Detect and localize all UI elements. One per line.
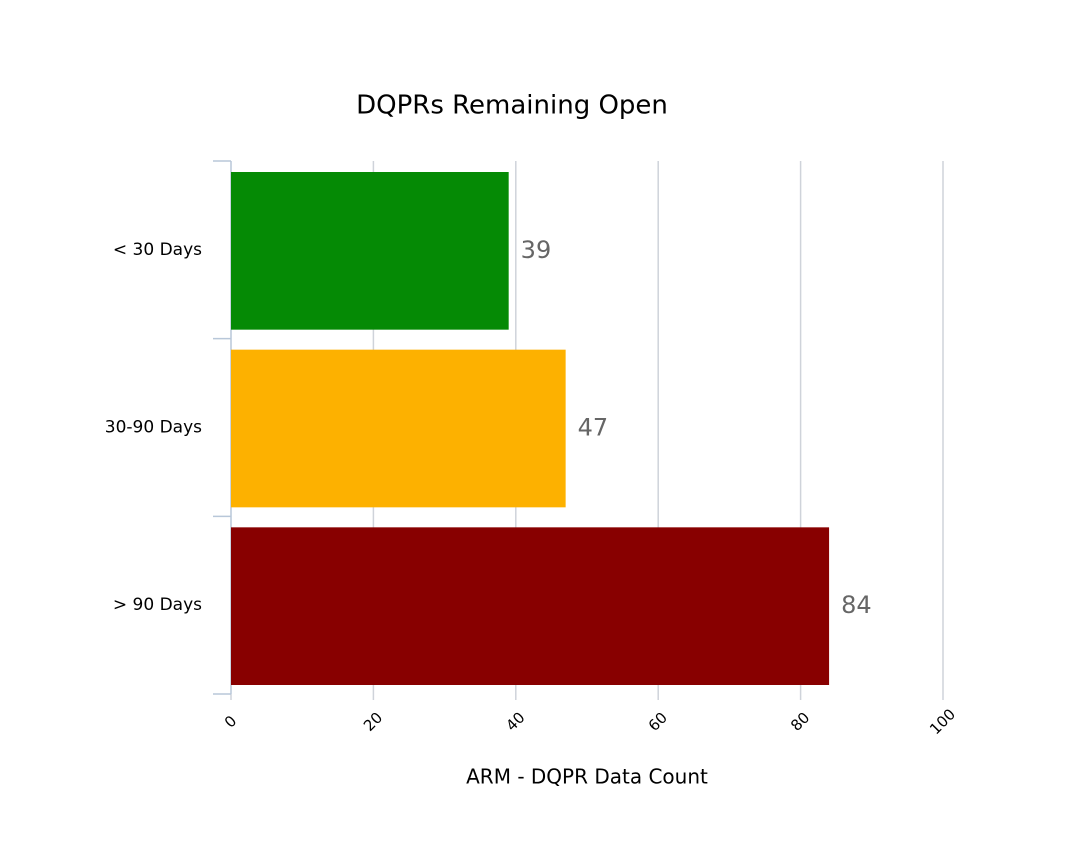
y-tick-label: > 90 Days <box>113 595 202 615</box>
x-tick-label: 80 <box>787 709 813 735</box>
x-tick-label: 0 <box>221 712 240 731</box>
value-label: 84 <box>841 591 872 619</box>
x-tick-label: 20 <box>360 709 386 735</box>
x-tick-label: 40 <box>502 709 528 735</box>
value-label: 39 <box>521 236 552 264</box>
x-tick-label: 60 <box>645 709 671 735</box>
bar <box>231 527 830 685</box>
x-axis-label: ARM - DQPR Data Count <box>466 765 708 789</box>
y-tick-label: < 30 Days <box>113 240 202 260</box>
chart-title: DQPRs Remaining Open <box>356 91 668 121</box>
y-tick-label: 30-90 Days <box>105 418 202 438</box>
bar <box>231 349 566 508</box>
x-tick-label: 100 <box>926 705 959 738</box>
value-label: 47 <box>578 414 609 442</box>
bar <box>231 172 509 330</box>
